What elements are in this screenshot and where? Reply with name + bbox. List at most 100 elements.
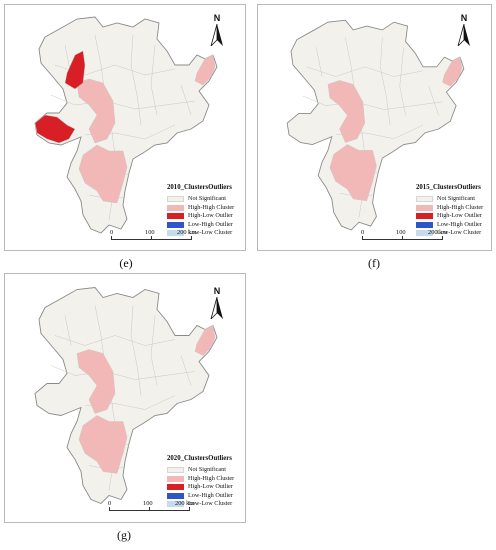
legend-item: Not Significant [167,195,234,204]
legend-label: High-High Cluster [188,474,235,482]
scale-label-200: 200 km [177,229,197,236]
county-boundary [130,305,142,396]
caption-e: (e) [119,256,133,270]
legend-item: Low-Low Cluster [167,500,234,509]
county-boundary [54,335,176,346]
legend-swatch [167,204,184,211]
legend-swatch [167,213,184,220]
map-panel-g: N 2020_ClustersOutliers Not Significant H… [4,273,246,523]
legend-item: Low-Low Cluster [167,229,234,238]
region-hh-south [78,144,128,204]
legend-label: Low-High Outlier [188,491,233,499]
legend-title: 2015_ClustersOutliers [416,184,481,191]
county-boundary [316,47,323,77]
map-panel-e: N 2010_ClustersOutliers Not Significant H… [4,4,246,251]
county-boundary [50,365,196,380]
legend-label: Low-High Outlier [437,220,482,228]
legend-item: Low-Low Cluster [416,229,483,238]
legend-label: Not Significant [188,194,226,202]
map-g [34,287,218,504]
county-boundary [180,355,192,386]
legend-label: High-Low Outlier [188,483,233,491]
north-label: N [460,13,468,23]
legend-swatch [167,221,184,228]
legend-label: High-Low Outlier [437,212,482,220]
scale-label-100: 100 [143,500,153,507]
legend-label: Low-Low Cluster [437,229,482,237]
scale-label-0: 0 [361,229,365,236]
scale-label-0: 0 [108,500,112,507]
legend-rows: Not Significant High-High Cluster High-Low… [167,195,234,238]
legend: 2015_ClustersOutliers Not Significant Hig… [416,184,483,238]
county-boundary [306,66,424,77]
county-boundary [130,34,142,126]
legend-swatch [167,484,184,491]
legend-swatch [416,196,433,203]
county-boundary [150,315,158,386]
legend-rows: Not Significant High-High Cluster High-Low… [167,466,234,509]
north-label: N [213,286,221,296]
north-label: N [213,13,221,23]
county-boundary [428,86,439,116]
scale-label-100: 100 [145,229,155,236]
county-boundary [302,95,443,110]
region-hh-northeast [442,56,463,87]
legend-swatch [167,230,184,237]
north-arrow-icon [457,24,470,46]
legend-title: 2020_ClustersOutliers [167,455,232,462]
legend-label: High-Low Outlier [188,212,233,220]
legend-label: Low-Low Cluster [188,229,233,237]
legend-item: Not Significant [167,466,234,475]
legend-item: High-High Cluster [167,474,234,483]
legend-item: High-Low Outlier [167,483,234,492]
legend-swatch [167,196,184,203]
legend-label: Low-High Outlier [188,220,233,228]
region-hl-west [34,114,76,144]
region-hh-south [329,144,377,202]
legend-label: Not Significant [188,465,226,473]
county-boundary [64,315,72,346]
region-hh-middle [76,78,116,144]
scale-label-200: 200 km [175,500,195,507]
legend-swatch [167,467,184,474]
north-arrow-icon [210,297,223,319]
map-e [34,16,218,234]
region-hh-south [78,415,128,474]
county-boundary [50,94,196,110]
legend-label: Low-Low Cluster [188,500,233,508]
county-boundary [399,47,406,116]
scale-bar: 0 100 200 km [108,500,199,522]
legend-item: High-High Cluster [416,203,483,212]
caption-f: (f) [368,256,380,270]
legend-item: Low-High Outlier [167,492,234,501]
legend-swatch [416,221,433,228]
county-boundary [380,37,391,126]
region-hh-northeast [194,54,216,86]
map-f [286,19,465,231]
legend: 2010_ClustersOutliers Not Significant Hig… [167,184,234,238]
legend: 2020_ClustersOutliers Not Significant Hig… [167,455,234,509]
legend-swatch [416,230,433,237]
county-boundary [150,44,158,116]
region-hh-middle [76,349,116,414]
legend-swatch [167,475,184,482]
north-arrow-icon [210,24,223,46]
scale-bar: 0 100 200 km [361,229,452,251]
north-arrow: N [209,286,225,319]
north-arrow: N [456,13,472,46]
legend-swatch [167,501,184,508]
legend-item: High-High Cluster [167,203,234,212]
legend-item: High-Low Outlier [416,212,483,221]
legend-item: High-Low Outlier [167,212,234,221]
scale-bar: 0 100 200 km [110,229,201,251]
region-hl-north [64,50,86,90]
legend-rows: Not Significant High-High Cluster High-Low… [416,195,483,238]
county-boundary [180,84,192,116]
scale-label-0: 0 [110,229,114,236]
legend-item: Low-High Outlier [167,221,234,230]
region-hh-middle [327,80,366,143]
map-panel-f: N 2015_ClustersOutliers Not Significant H… [257,4,492,251]
legend-label: High-High Cluster [188,203,235,211]
legend-item: Not Significant [416,195,483,204]
legend-swatch [416,204,433,211]
